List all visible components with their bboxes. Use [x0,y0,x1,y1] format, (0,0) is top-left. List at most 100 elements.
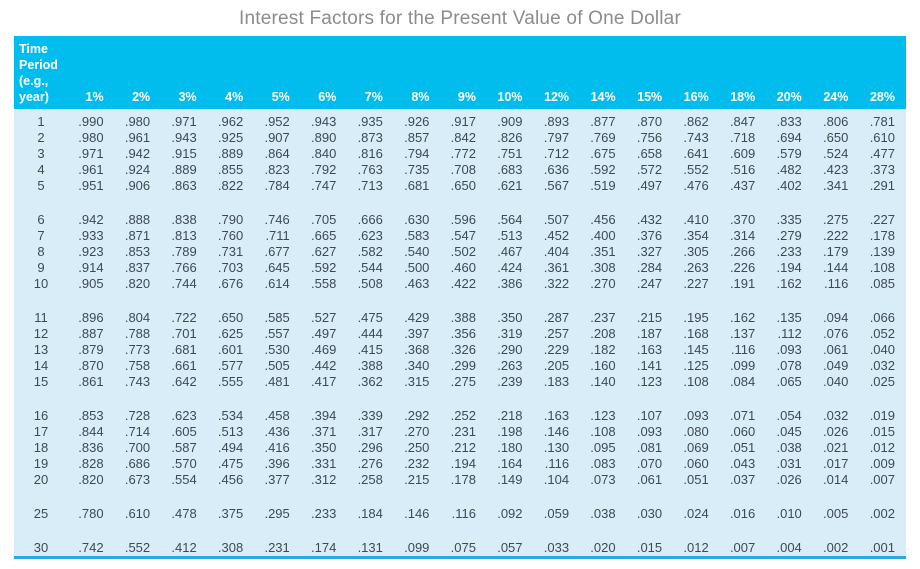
factor-cell-y15-14%: .140 [590,374,616,389]
factor-cell-y9-8%: .500 [404,260,430,275]
factor-cell-y6-24%: .275 [823,212,849,227]
factor-cell-y2-8%: .857 [404,130,430,145]
period-cell: 20 [33,472,49,487]
factor-cell-y9-24%: .144 [823,260,849,275]
factor-cell-y5-24%: .341 [823,178,849,193]
factor-cell-y5-7%: .713 [357,178,383,193]
factor-cell-y13-6%: .469 [311,342,337,357]
factor-cell-y6-15%: .432 [636,212,663,227]
table-row-year-8: 8 .923 .853 .789 .731 .677 .627 .582 .540 .502 .46… [14,244,906,260]
factor-cell-y12-2%: .788 [124,326,151,341]
factor-cell-y9-3%: .766 [171,260,197,275]
spacer-cell [14,522,906,540]
factor-cell-y2-16%: .743 [683,130,709,145]
factor-cell-y15-3%: .642 [171,374,197,389]
factor-cell-y11-15%: .215 [636,310,663,325]
factor-cell-y7-4%: .760 [217,228,244,243]
period-cell: 25 [33,506,49,521]
factor-cell-y7-2%: .871 [124,228,151,243]
factor-cell-y17-28%: .015 [869,424,895,439]
table-row-year-9: 9 .914 .837 .766 .703 .645 .592 .544 .500 .460 .42… [14,260,906,276]
factor-cell-y3-6%: .840 [311,146,337,161]
period-cell: 18 [33,440,49,455]
spacer-cell [14,194,906,212]
factor-cell-y19-3%: .570 [171,456,197,471]
factor-cell-y12-12%: .257 [543,326,570,341]
factor-cell-y13-7%: .415 [357,342,383,357]
factor-cell-y17-5%: .436 [264,424,290,439]
factor-cell-y1-2%: .980 [124,114,151,129]
factor-cell-y16-9%: .252 [450,408,476,423]
factor-cell-y1-5%: .952 [264,114,290,129]
factor-cell-y3-12%: .712 [543,146,570,161]
factor-cell-y7-14%: .400 [590,228,616,243]
factor-cell-y30-3%: .412 [171,540,197,555]
factor-cell-y18-18%: .051 [729,440,756,455]
factor-cell-y18-7%: .296 [357,440,383,455]
factor-cell-y14-5%: .505 [264,358,290,373]
factor-cell-y18-14%: .095 [590,440,616,455]
factor-cell-y16-18%: .071 [729,408,756,423]
factor-cell-y18-9%: .212 [450,440,476,455]
factor-cell-y10-28%: .085 [869,276,895,291]
factor-cell-y25-7%: .184 [357,506,383,521]
factor-cell-y4-20%: .482 [776,162,802,177]
spacer-cell [14,292,906,310]
factor-cell-y7-9%: .547 [450,228,476,243]
factor-cell-y30-8%: .099 [404,540,430,555]
factor-cell-y6-20%: .335 [776,212,802,227]
factor-cell-y8-12%: .404 [543,244,570,259]
factor-cell-y18-15%: .081 [636,440,663,455]
factor-cell-y11-3%: .722 [171,310,197,325]
factor-cell-y18-4%: .494 [217,440,244,455]
table-row-year-10: 10 .905 .820 .744 .676 .614 .558 .508 .463 .422 .3… [14,276,906,292]
factor-cell-y10-6%: .558 [311,276,337,291]
factor-cell-y11-18%: .162 [729,310,756,325]
table-row-year-4: 4 .961 .924 .889 .855 .823 .792 .763 .735 .708 .68… [14,162,906,178]
factor-cell-y15-15%: .123 [636,374,663,389]
factor-cell-y14-7%: .388 [357,358,383,373]
factor-cell-y12-16%: .168 [683,326,709,341]
factor-cell-y15-28%: .025 [869,374,895,389]
factor-cell-y1-16%: .862 [683,114,709,129]
factor-cell-y13-9%: .326 [450,342,476,357]
factor-cell-y20-12%: .104 [543,472,570,487]
factor-cell-y10-4%: .676 [217,276,244,291]
factor-cell-y15-6%: .417 [311,374,337,389]
factor-cell-y2-10%: .826 [497,130,523,145]
factor-cell-y17-4%: .513 [217,424,244,439]
factor-cell-y3-16%: .641 [683,146,709,161]
factor-cell-y14-20%: .078 [776,358,802,373]
rate-header-10%: 10% [486,36,534,109]
factor-cell-y25-3%: .478 [171,506,197,521]
factor-cell-y6-10%: .564 [497,212,523,227]
factor-cell-y19-16%: .060 [683,456,709,471]
factor-cell-y10-5%: .614 [264,276,290,291]
factor-cell-y5-12%: .567 [543,178,570,193]
factor-cell-y17-18%: .060 [729,424,756,439]
factor-cell-y30-24%: .002 [823,540,849,555]
table-row-year-6: 6 .942 .888 .838 .790 .746 .705 .666 .630 .596 .56… [14,212,906,228]
factor-cell-y4-8%: .735 [404,162,430,177]
factor-cell-y1-14%: .877 [590,114,616,129]
group-spacer-row [14,292,906,310]
factor-cell-y14-12%: .205 [543,358,570,373]
factor-cell-y1-3%: .971 [171,114,197,129]
table-row-year-15: 15 .861 .743 .642 .555 .481 .417 .362 .315 .275 .2… [14,374,906,390]
factor-cell-y13-18%: .116 [730,342,756,357]
factor-cell-y19-10%: .164 [497,456,523,471]
factor-cell-y18-1%: .836 [78,440,104,455]
factor-cell-y14-18%: .099 [729,358,756,373]
factor-cell-y3-15%: .658 [636,146,663,161]
factor-cell-y5-8%: .681 [404,178,430,193]
factor-cell-y3-18%: .609 [729,146,756,161]
factor-cell-y18-12%: .130 [543,440,570,455]
factor-cell-y8-6%: .627 [311,244,337,259]
factor-cell-y13-20%: .093 [776,342,802,357]
time-period-header-cell: Time Period (e.g., year) [14,36,69,109]
factor-cell-y19-18%: .043 [729,456,756,471]
factor-cell-y4-24%: .423 [823,162,849,177]
page-title: Interest Factors for the Present Value o… [239,8,681,29]
factor-cell-y3-4%: .889 [217,146,244,161]
